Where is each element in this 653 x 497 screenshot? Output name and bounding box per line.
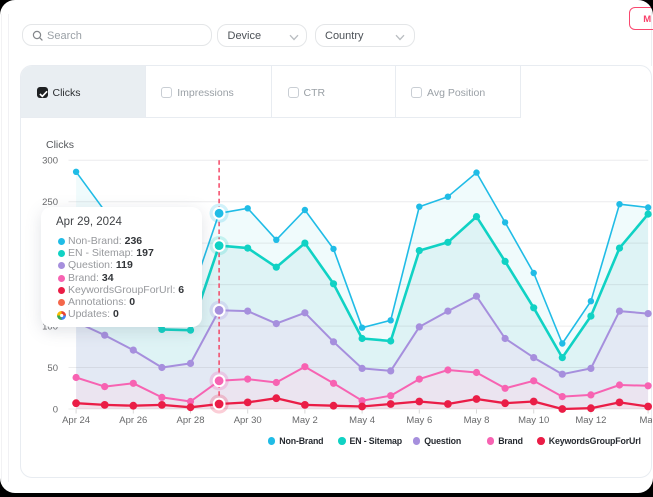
svg-text:300: 300 — [42, 156, 58, 167]
svg-text:100: 100 — [42, 322, 58, 333]
svg-text:May 6: May 6 — [406, 415, 432, 426]
svg-text:Apr 28: Apr 28 — [176, 415, 204, 426]
svg-text:0: 0 — [52, 404, 57, 415]
svg-text:Apr 30: Apr 30 — [233, 415, 261, 426]
svg-text:May 10: May 10 — [518, 415, 549, 426]
svg-text:Apr 26: Apr 26 — [119, 415, 147, 426]
svg-text:May 4: May 4 — [349, 415, 375, 426]
svg-text:May 12: May 12 — [575, 415, 606, 426]
svg-text:50: 50 — [47, 363, 58, 374]
svg-text:May 2: May 2 — [291, 415, 317, 426]
svg-text:250: 250 — [42, 197, 58, 208]
svg-text:Apr 24: Apr 24 — [62, 415, 90, 426]
svg-text:May 8: May 8 — [463, 415, 489, 426]
svg-text:May 14: May 14 — [639, 415, 651, 426]
svg-text:Clicks: Clicks — [46, 139, 74, 151]
